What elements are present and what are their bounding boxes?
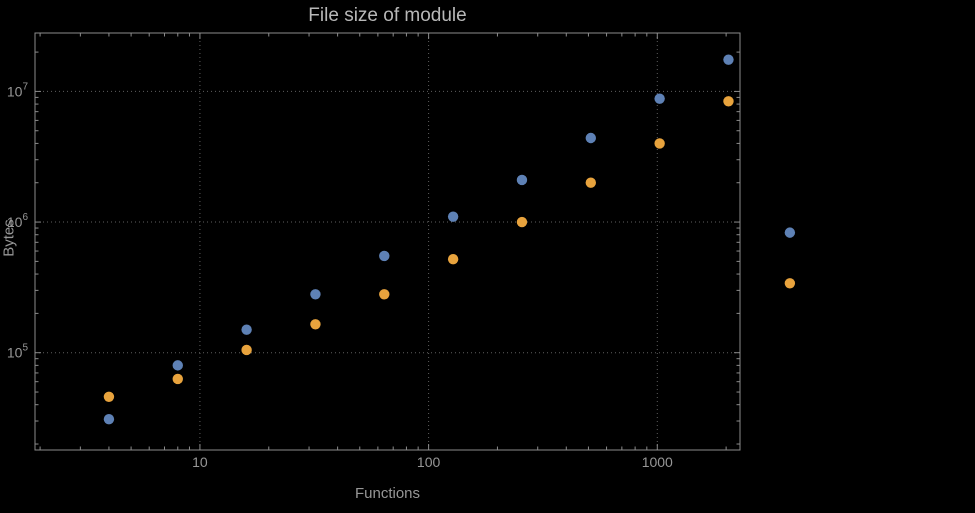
data-point-blue-series [241,324,252,335]
data-point-blue-series [379,250,390,262]
chart-title: File size of module [308,5,467,26]
data-point-orange-series [310,319,321,330]
data-point-blue-series [784,227,796,238]
data-point-orange-series [103,391,115,402]
data-point-orange-series [585,177,596,188]
data-point-blue-series [516,174,528,186]
y-tick-label: 105 [7,343,29,361]
y-tick-label: 107 [7,81,29,99]
data-point-orange-series [654,138,665,149]
y-axis-label: Bytes [0,219,18,257]
data-point-blue-series [654,93,665,104]
data-point-orange-series [516,216,528,228]
data-point-orange-series [379,289,390,300]
x-axis-label: Functions [354,485,421,502]
x-tick-label: 1000 [642,454,673,470]
data-point-blue-series [447,211,459,222]
data-point-blue-series [310,289,321,300]
x-tick-label: 100 [417,454,441,470]
data-point-orange-series [447,253,459,265]
data-point-blue-series [585,132,596,144]
data-point-blue-series [723,54,734,65]
data-point-orange-series [784,278,796,289]
x-tick-label: 10 [192,454,208,470]
plot-frame [34,32,741,451]
data-point-orange-series [172,373,183,385]
data-point-blue-series [172,360,183,371]
data-point-orange-series [723,96,734,107]
data-point-blue-series [103,413,115,425]
data-point-orange-series [241,344,252,356]
